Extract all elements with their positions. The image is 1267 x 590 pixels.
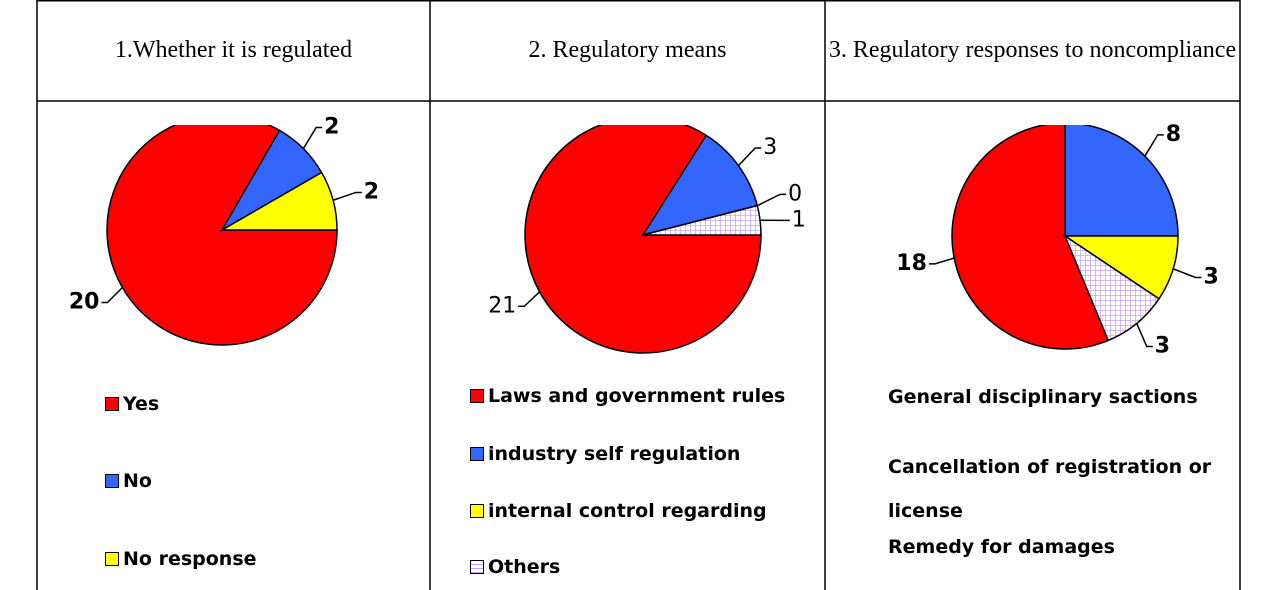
legend-label: General disciplinary sactions: [888, 386, 1198, 408]
leader-line: [756, 193, 787, 207]
data-label: 3: [1203, 265, 1218, 290]
legend-swatch: [105, 397, 119, 411]
data-label: 20: [69, 290, 100, 315]
header-cell: 2. Regulatory means: [528, 36, 727, 63]
legend-swatch: [470, 560, 484, 574]
legend-swatch: [105, 552, 119, 566]
legend-label: internal control regarding: [488, 500, 767, 522]
legend-item: industry self regulation: [470, 443, 830, 465]
leader-line: [737, 147, 762, 167]
data-label: 1: [792, 207, 806, 232]
leader-line: [101, 286, 123, 304]
pie-slice: [106, 125, 338, 346]
leader-line: [928, 257, 955, 265]
leader-line: [1136, 323, 1153, 348]
header-cell: 1.Whether it is regulated: [114, 36, 353, 63]
legend-item: Yes: [105, 393, 405, 415]
legend-label: Remedy for damages: [888, 536, 1115, 558]
data-label: 3: [1155, 334, 1170, 359]
legend-item: No response: [105, 548, 405, 570]
data-label: 3: [763, 135, 777, 160]
leader-line: [302, 126, 323, 150]
data-label: 2: [324, 114, 339, 139]
legend-item: internal control regarding: [470, 500, 830, 522]
legend-label: Others: [488, 556, 561, 578]
legend-label: Cancellation of registration or license: [888, 456, 1212, 522]
leader-line: [1172, 268, 1202, 279]
legend-label: industry self regulation: [488, 443, 741, 465]
pie: [951, 125, 1179, 350]
legend-swatch: [470, 504, 484, 518]
legend-item: Laws and government rules: [470, 385, 830, 407]
data-label: 18: [896, 251, 927, 276]
legend-label: No: [123, 470, 152, 492]
pie-slice: [524, 125, 762, 354]
data-label: 0: [788, 181, 802, 206]
data-label: 21: [488, 293, 516, 318]
legend-label: Yes: [123, 393, 160, 415]
leader-line: [518, 291, 541, 308]
legend-swatch: [105, 474, 119, 488]
legend-swatch: [470, 389, 484, 403]
legend-swatch: [470, 447, 484, 461]
legend-item: Cancellation of registration or license: [888, 445, 1218, 533]
pie-slice: [1064, 125, 1179, 237]
legend-label: No response: [123, 548, 257, 570]
pie: [106, 125, 338, 346]
legend-item: Others: [470, 556, 830, 578]
legend-item: Remedy for damages: [888, 525, 1218, 569]
legend-label: Laws and government rules: [488, 385, 786, 407]
pie-slice: [219, 171, 338, 231]
leader-line: [332, 191, 362, 201]
data-label: 2: [364, 179, 379, 204]
header-cell: 3. Regulatory responses to noncompliance: [828, 36, 1237, 63]
legend-item: No: [105, 470, 405, 492]
data-label: 8: [1166, 122, 1181, 147]
pie: [524, 125, 762, 354]
legend-item: General disciplinary sactions: [888, 375, 1218, 419]
leader-line: [1144, 134, 1164, 157]
